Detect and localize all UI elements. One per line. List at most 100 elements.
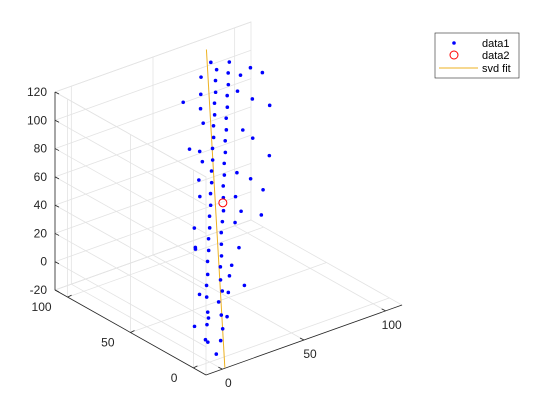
grid-line-z-back xyxy=(54,163,252,234)
y-tick-mark xyxy=(130,330,135,333)
grid-line-z-side xyxy=(54,176,207,263)
data-point xyxy=(242,283,247,288)
grid-line-z-side xyxy=(54,119,207,206)
data-point xyxy=(250,136,255,140)
z-tick-mark xyxy=(54,91,60,95)
grid-line-z-back xyxy=(54,134,252,206)
data-point xyxy=(207,214,212,219)
data-point xyxy=(222,173,227,177)
data-point xyxy=(220,326,225,331)
z-tick-mark xyxy=(54,148,60,151)
data-point xyxy=(260,70,265,75)
legend-label-data2: data2 xyxy=(482,50,510,62)
data-point xyxy=(223,150,228,155)
fit-line-layer xyxy=(205,49,226,368)
grid-line-z-side xyxy=(54,91,207,178)
data-point xyxy=(209,169,214,173)
data-point xyxy=(205,259,210,264)
grid-line-z-side xyxy=(54,233,207,319)
data-point xyxy=(206,248,211,253)
centroid-layer xyxy=(218,198,228,208)
data-point xyxy=(211,135,216,140)
data-point xyxy=(197,292,202,297)
data-point xyxy=(205,310,210,314)
z-tick-label: 20 xyxy=(34,226,48,240)
x-tick-label: 50 xyxy=(303,347,317,361)
data-point xyxy=(220,219,225,224)
x-tick-label: 0 xyxy=(225,376,232,390)
data-point xyxy=(201,121,205,125)
data-point xyxy=(248,65,253,70)
y-tick-label: 100 xyxy=(32,300,52,314)
data-point xyxy=(235,170,239,175)
x-tick-mark xyxy=(299,337,305,341)
grid-line-z-back xyxy=(54,106,252,178)
data-point xyxy=(225,105,230,110)
y-tick-label: 0 xyxy=(171,371,178,385)
z-tick-mark xyxy=(54,233,60,236)
data-point xyxy=(208,191,213,196)
data-point xyxy=(198,106,203,111)
legend-box xyxy=(434,32,520,79)
z-tick-mark xyxy=(54,176,60,180)
z-tick-mark xyxy=(54,119,60,123)
data-point xyxy=(198,92,203,97)
data-point xyxy=(200,159,205,164)
data-point xyxy=(233,194,238,199)
data-point xyxy=(187,147,192,151)
x-tick-mark xyxy=(381,308,386,312)
data-point xyxy=(219,230,224,235)
z-tick-mark xyxy=(54,204,60,208)
data-point xyxy=(210,146,215,151)
data-point xyxy=(224,128,229,132)
data-point xyxy=(225,93,229,98)
data-points-layer xyxy=(181,60,272,356)
tick-labels: 0 50 100 0 50 100 -20 0 20 40 60 80 100 120 xyxy=(27,85,402,390)
z-tick-label: -20 xyxy=(30,283,48,297)
data-point xyxy=(204,283,209,288)
data-point xyxy=(206,340,210,344)
data-point xyxy=(204,295,209,299)
data-point xyxy=(197,149,202,154)
z-tick-label: 120 xyxy=(27,85,47,99)
grid-line-z-side xyxy=(54,148,207,234)
data-point xyxy=(218,338,223,343)
y-tick-mark xyxy=(67,294,72,298)
data-point xyxy=(206,237,211,241)
z-tick-label: 40 xyxy=(34,198,48,212)
data-point xyxy=(223,138,228,143)
data-point xyxy=(213,90,218,95)
x-tick-mark xyxy=(218,366,223,370)
z-tick-label: 100 xyxy=(27,113,47,127)
grid-line-z-back xyxy=(54,21,252,93)
data-point xyxy=(214,67,219,72)
grid-line-z-back xyxy=(54,78,252,149)
data-point xyxy=(248,176,253,181)
data-point xyxy=(208,203,213,208)
data-point xyxy=(218,265,223,269)
data-point xyxy=(207,226,212,230)
grid-line-z-side xyxy=(54,204,207,291)
data-point xyxy=(198,194,202,199)
data-point xyxy=(211,123,216,128)
data-point xyxy=(226,82,231,87)
data-point xyxy=(209,180,214,185)
y-tick-mark xyxy=(193,365,198,369)
data-point xyxy=(219,313,224,317)
data-point xyxy=(267,153,272,158)
grid-line-z-back xyxy=(54,191,252,263)
data-point xyxy=(197,178,201,182)
data-point xyxy=(192,226,197,230)
legend-marker-data1 xyxy=(452,41,456,45)
legend-label-svd-fit: svd fit xyxy=(482,63,511,75)
data-point xyxy=(212,101,217,105)
data-point xyxy=(212,113,217,117)
legend: data1 data2 svd fit xyxy=(434,32,520,79)
grid-line-z-back xyxy=(54,49,252,121)
data-point xyxy=(213,78,218,83)
data-point xyxy=(221,184,226,188)
data-point xyxy=(239,209,243,214)
grid-line-y-floor xyxy=(130,262,327,333)
x-tick-label: 100 xyxy=(382,318,402,332)
